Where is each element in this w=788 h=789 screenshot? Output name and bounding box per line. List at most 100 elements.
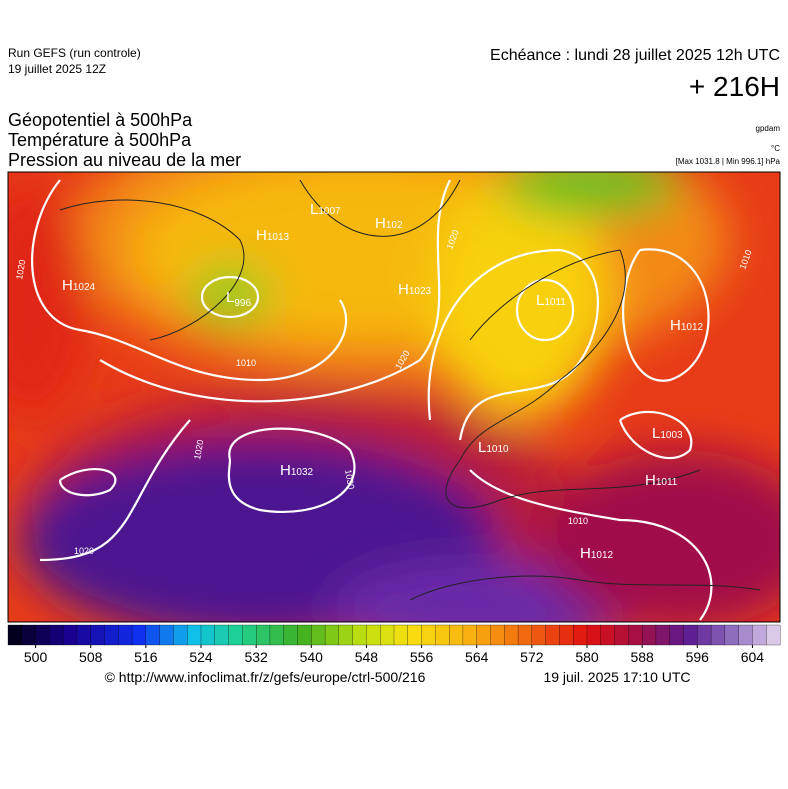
colorbar-tick-label: 500 bbox=[24, 649, 48, 665]
value: 1012 bbox=[591, 550, 614, 561]
colorbar-swatch bbox=[324, 624, 340, 646]
pressure-center: L996 bbox=[226, 289, 251, 309]
pressure-center: L1010 bbox=[478, 439, 509, 456]
symbol: H bbox=[398, 281, 409, 298]
colorbar-tick-label: 524 bbox=[189, 649, 213, 665]
unit: °C bbox=[771, 144, 780, 153]
value: 1007 bbox=[318, 206, 341, 217]
colorbar-swatch bbox=[242, 624, 257, 646]
isobar-label: 1020 bbox=[14, 259, 27, 280]
symbol: H bbox=[670, 317, 681, 334]
colorbar-tick-label: 572 bbox=[520, 649, 544, 665]
colorbar-swatch bbox=[173, 624, 188, 646]
source: © http://www.infoclimat.fr/z/gefs/europe… bbox=[105, 669, 426, 685]
colorbar-swatch bbox=[448, 624, 464, 646]
colorbar-swatch bbox=[724, 624, 740, 646]
colorbar-swatch bbox=[255, 624, 271, 646]
colorbar-swatch bbox=[407, 624, 423, 646]
value: 1010 bbox=[486, 444, 509, 455]
symbol: H bbox=[580, 545, 591, 562]
pressure-center: L1003 bbox=[652, 425, 683, 442]
colorbar-tick-label: 564 bbox=[465, 649, 489, 665]
colorbar-swatch bbox=[393, 624, 409, 646]
colorbar-swatch bbox=[697, 624, 712, 646]
run-date: 19 juillet 2025 12Z bbox=[8, 62, 106, 76]
pressure-center: H1013 bbox=[256, 227, 290, 244]
symbol: L bbox=[478, 439, 486, 456]
colorbar-swatch bbox=[586, 624, 602, 646]
value: 102 bbox=[386, 220, 403, 231]
colorbar-swatch bbox=[7, 624, 23, 646]
colorbar-swatch bbox=[710, 624, 726, 646]
colorbar-swatch bbox=[462, 624, 478, 646]
value: 996 bbox=[234, 298, 251, 309]
symbol: L bbox=[536, 292, 544, 309]
colorbar-swatch bbox=[76, 624, 92, 646]
colorbar-tick-label: 556 bbox=[410, 649, 434, 665]
colorbar-swatch bbox=[338, 624, 354, 646]
pressure-center: H1024 bbox=[62, 277, 96, 294]
colorbar-swatch bbox=[476, 624, 491, 646]
colorbar-swatch bbox=[517, 624, 533, 646]
colorbar-swatch bbox=[145, 624, 161, 646]
colorbar-swatch bbox=[90, 624, 105, 646]
colorbar-tick-label: 588 bbox=[630, 649, 654, 665]
colorbar-swatch bbox=[738, 624, 753, 646]
unit: gpdam bbox=[756, 124, 781, 133]
colorbar-swatch bbox=[641, 624, 657, 646]
value: 1011 bbox=[544, 297, 566, 308]
echeance: Echéance : lundi 28 juillet 2025 12h UTC bbox=[490, 47, 780, 64]
symbol: L bbox=[652, 425, 660, 442]
colorbar-swatch bbox=[504, 624, 519, 646]
colorbar-swatch bbox=[559, 624, 574, 646]
colorbar-swatch bbox=[421, 624, 436, 646]
colorbar-swatch bbox=[21, 624, 37, 646]
colorbar-swatch bbox=[531, 624, 547, 646]
value: 1012 bbox=[681, 322, 704, 333]
isobar-label: 1010 bbox=[568, 516, 588, 526]
colorbar: 500 508 516 524 532 540 548 556 564 572 580 588 596 6… bbox=[7, 624, 781, 665]
colorbar-swatch bbox=[62, 624, 78, 646]
colorbar-swatch bbox=[628, 624, 643, 646]
pressure-center: H1011 bbox=[645, 472, 678, 489]
isobar-label: 1030 bbox=[343, 469, 356, 490]
colorbar-swatch bbox=[600, 624, 616, 646]
colorbar-tick-label: 516 bbox=[134, 649, 158, 665]
colorbar-swatch bbox=[380, 624, 395, 646]
value: 1011 bbox=[656, 477, 678, 488]
colorbar-swatch bbox=[35, 624, 50, 646]
colorbar-tick-label: 508 bbox=[79, 649, 103, 665]
unit: [Max 1031.8 | Min 996.1] hPa bbox=[676, 157, 781, 166]
value: 1013 bbox=[267, 232, 290, 243]
colorbar-swatch bbox=[214, 624, 230, 646]
colorbar-swatch bbox=[49, 624, 64, 646]
symbol: H bbox=[375, 215, 386, 232]
colorbar-swatch bbox=[366, 624, 381, 646]
colorbar-tick-label: 604 bbox=[741, 649, 765, 665]
isobar-label: 1020 bbox=[74, 546, 94, 556]
colorbar-swatch bbox=[352, 624, 367, 646]
run: Run GEFS (run controle) bbox=[8, 46, 141, 60]
pressure-center: H1012 bbox=[670, 317, 704, 334]
colorbar-tick-label: 596 bbox=[686, 649, 710, 665]
colorbar-swatch bbox=[118, 624, 133, 646]
colorbar-swatch bbox=[545, 624, 560, 646]
pressure-center: L1007 bbox=[310, 201, 341, 218]
title: Température à 500hPa bbox=[8, 130, 192, 150]
colorbar-swatch bbox=[573, 624, 588, 646]
colorbar-swatch bbox=[752, 624, 767, 646]
colorbar-tick-label: 580 bbox=[575, 649, 599, 665]
symbol: H bbox=[256, 227, 267, 244]
symbol: H bbox=[62, 277, 73, 294]
pressure-center: H102 bbox=[375, 215, 403, 232]
pressure-center: H1012 bbox=[580, 545, 614, 562]
colorbar-swatch bbox=[683, 624, 698, 646]
title: Géopotentiel à 500hPa bbox=[8, 110, 193, 130]
colorbar-swatch bbox=[311, 624, 326, 646]
colorbar-tick-label: 548 bbox=[355, 649, 379, 665]
colorbar-swatch bbox=[614, 624, 629, 646]
colorbar-swatch bbox=[766, 624, 781, 646]
issued: 19 juil. 2025 17:10 UTC bbox=[543, 669, 690, 685]
symbol: L bbox=[226, 289, 234, 306]
colorbar-swatch bbox=[187, 624, 202, 646]
